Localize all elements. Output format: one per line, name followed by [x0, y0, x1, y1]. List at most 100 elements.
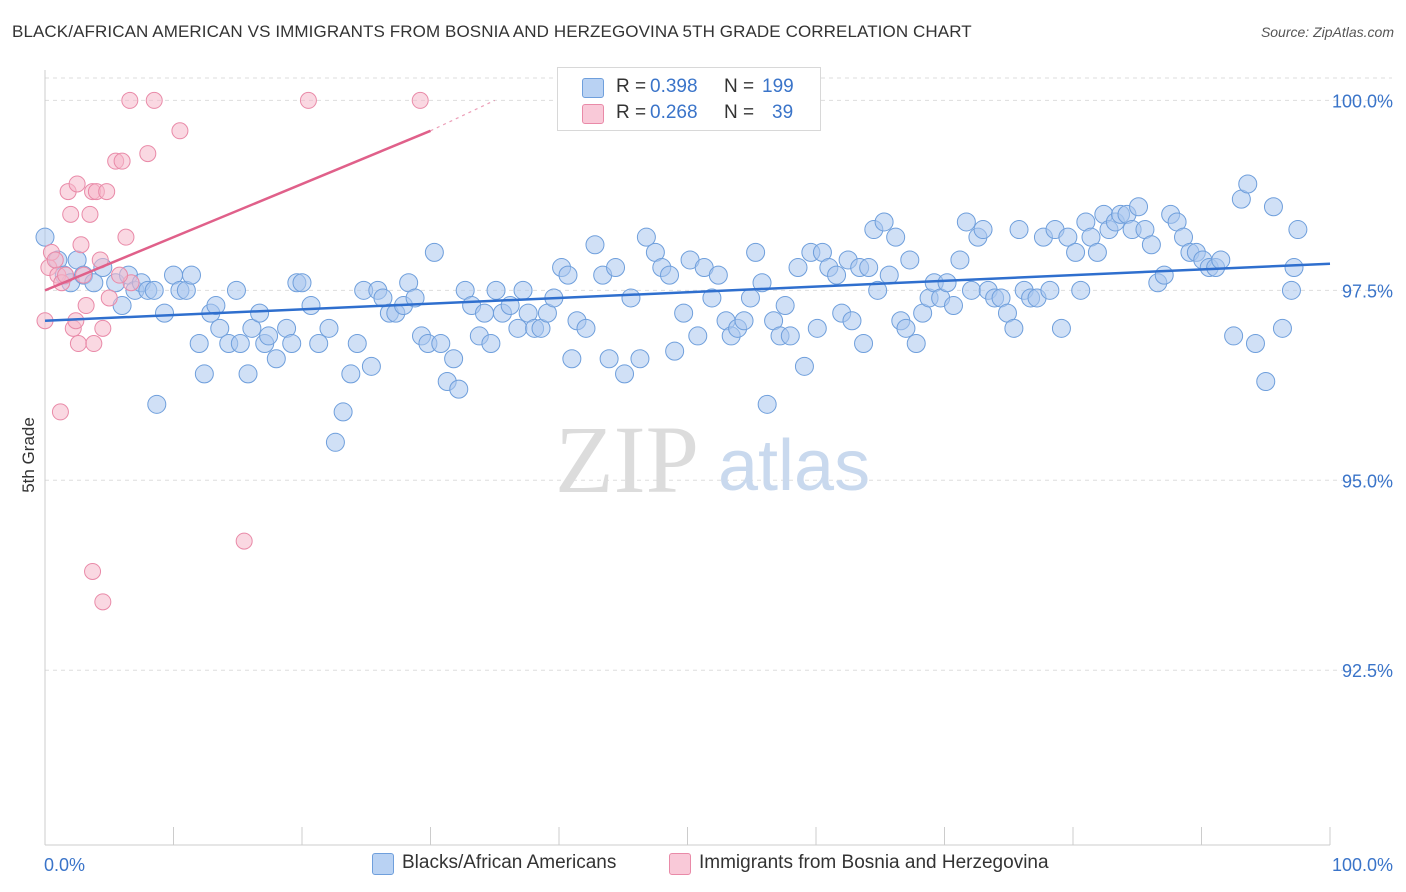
data-point-blacks — [341, 364, 361, 384]
data-point-bosnia — [171, 122, 189, 140]
data-point-blacks — [674, 303, 694, 323]
data-point-blacks — [319, 318, 339, 338]
data-point-blacks — [301, 296, 321, 316]
data-point-blacks — [292, 273, 312, 293]
data-point-blacks — [1272, 318, 1292, 338]
data-point-blacks — [1087, 242, 1107, 262]
data-point-blacks — [444, 349, 464, 369]
data-point-blacks — [1245, 334, 1265, 354]
source-credit: Source: ZipAtlas.com — [1260, 24, 1394, 40]
data-point-bosnia — [100, 289, 118, 307]
data-point-bosnia — [121, 91, 139, 109]
legend-r-value: 0.268 — [650, 102, 698, 123]
data-point-bosnia — [111, 266, 129, 284]
data-point-blacks — [688, 326, 708, 346]
watermark-zip: ZIP — [555, 406, 699, 513]
data-point-blacks — [973, 220, 993, 240]
y-tick-label: 97.5% — [1342, 281, 1393, 301]
correlation-legend: R = 0.398 N = 199 R = 0.268 N = 39 — [557, 67, 821, 131]
data-point-bosnia — [299, 91, 317, 109]
data-point-blacks — [775, 296, 795, 316]
data-point-blacks — [508, 318, 528, 338]
data-point-blacks — [702, 288, 722, 308]
data-point-blacks — [486, 280, 506, 300]
data-point-blacks — [1281, 280, 1301, 300]
data-point-bosnia — [85, 335, 103, 353]
tick-labels: 100.0% 97.5% 95.0% 92.5% 0.0% 100.0% — [44, 91, 1393, 875]
data-point-blacks — [481, 334, 501, 354]
data-point-blacks — [636, 227, 656, 247]
data-point-blacks — [576, 318, 596, 338]
data-point-blacks — [1256, 372, 1276, 392]
legend-n-label: N = — [724, 102, 755, 123]
data-point-blacks — [1284, 258, 1304, 278]
data-point-bosnia — [94, 319, 112, 337]
data-point-bosnia — [62, 205, 80, 223]
data-point-blacks — [757, 394, 777, 414]
data-point-blacks — [896, 318, 916, 338]
legend-r-label: R = — [616, 76, 647, 97]
data-point-bosnia — [98, 183, 116, 201]
watermark-atlas: atlas — [718, 426, 870, 506]
data-point-blacks — [230, 334, 250, 354]
data-point-blacks — [226, 280, 246, 300]
data-point-blacks — [842, 311, 862, 331]
data-point-blacks — [513, 280, 533, 300]
data-point-blacks — [734, 311, 754, 331]
watermark: ZIP atlas — [555, 406, 870, 513]
data-point-blacks — [474, 303, 494, 323]
chart-title: BLACK/AFRICAN AMERICAN VS IMMIGRANTS FRO… — [12, 22, 972, 41]
data-point-blacks — [956, 212, 976, 232]
data-point-blacks — [794, 356, 814, 376]
data-point-blacks — [1211, 250, 1231, 270]
data-point-blacks — [752, 273, 772, 293]
data-point-bosnia — [69, 335, 87, 353]
legend-label-blacks: Blacks/African Americans — [402, 852, 617, 873]
data-point-blacks — [112, 296, 132, 316]
data-point-blacks — [1066, 242, 1086, 262]
data-point-blacks — [886, 227, 906, 247]
data-point-blacks — [859, 258, 879, 278]
data-point-bosnia — [68, 175, 86, 193]
data-point-blacks — [1238, 174, 1258, 194]
y-tick-label: 92.5% — [1342, 661, 1393, 681]
data-point-blacks — [250, 303, 270, 323]
data-point-blacks — [807, 318, 827, 338]
data-point-bosnia — [84, 562, 102, 580]
data-point-blacks — [906, 334, 926, 354]
data-point-blacks — [309, 334, 329, 354]
data-point-blacks — [599, 349, 619, 369]
data-point-blacks — [1009, 220, 1029, 240]
data-point-blacks — [879, 265, 899, 285]
data-point-blacks — [1154, 265, 1174, 285]
series-bosnia-points — [36, 91, 429, 611]
data-point-blacks — [333, 402, 353, 422]
trend-lines — [44, 99, 1331, 322]
data-point-blacks — [1141, 235, 1161, 255]
x-tick-label: 0.0% — [44, 855, 85, 875]
data-point-blacks — [325, 432, 345, 452]
legend-swatch-blue — [582, 78, 604, 98]
data-point-bosnia — [411, 91, 429, 109]
data-point-blacks — [194, 364, 214, 384]
data-point-bosnia — [77, 297, 95, 315]
data-point-blacks — [238, 364, 258, 384]
trend-line-blacks — [44, 262, 1331, 322]
legend-n-value: 199 — [762, 76, 794, 97]
x-tick-label: 100.0% — [1332, 855, 1393, 875]
data-point-blacks — [630, 349, 650, 369]
data-point-blacks — [1004, 318, 1024, 338]
legend-swatch-blue — [372, 853, 394, 875]
data-point-blacks — [937, 273, 957, 293]
data-point-blacks — [35, 227, 55, 247]
y-tick-label: 95.0% — [1342, 471, 1393, 491]
data-point-blacks — [347, 334, 367, 354]
data-point-blacks — [606, 258, 626, 278]
data-point-blacks — [943, 296, 963, 316]
data-point-blacks — [827, 265, 847, 285]
data-point-blacks — [361, 356, 381, 376]
data-point-blacks — [562, 349, 582, 369]
data-point-bosnia — [235, 532, 253, 550]
data-point-blacks — [788, 258, 808, 278]
data-point-blacks — [431, 334, 451, 354]
